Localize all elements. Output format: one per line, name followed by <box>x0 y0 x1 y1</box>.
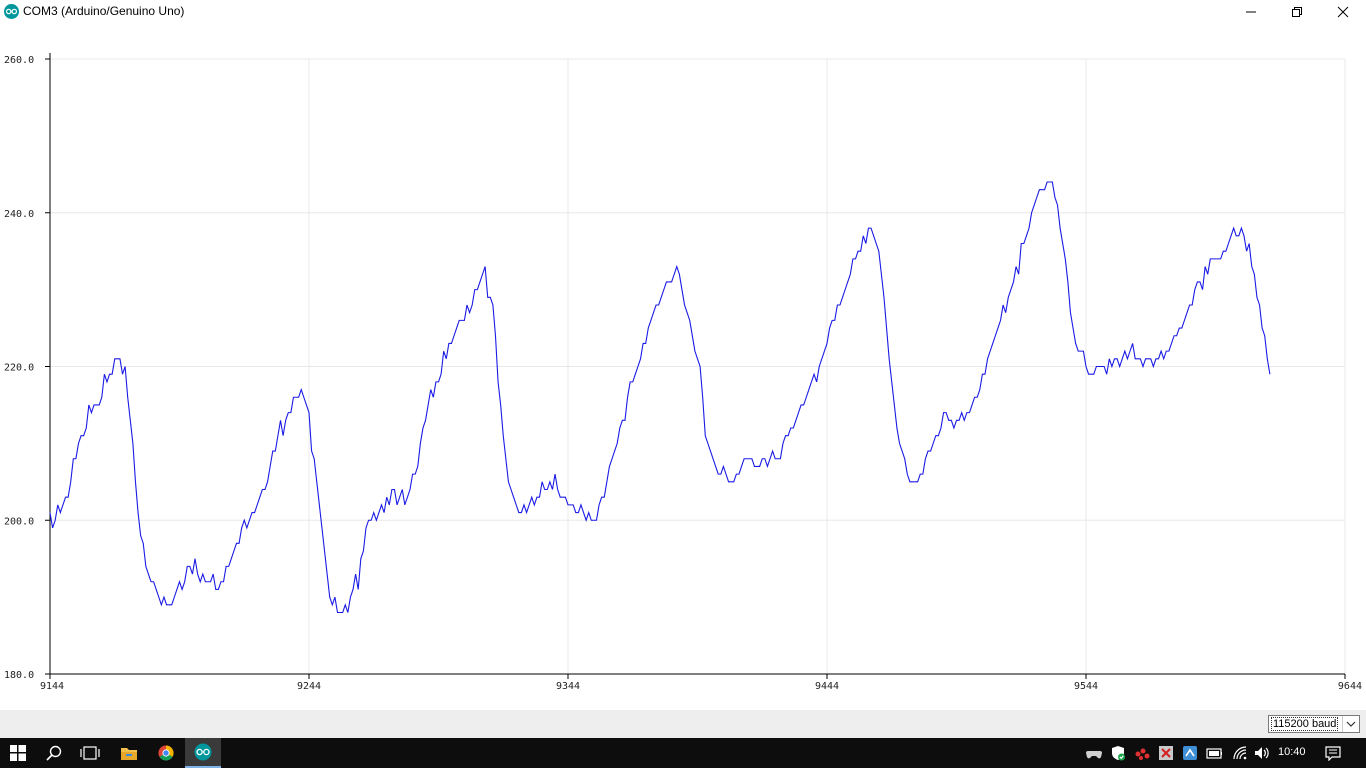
arduino-icon <box>4 4 19 19</box>
tray-app[interactable] <box>1182 745 1198 761</box>
tray-network-alert[interactable] <box>1134 745 1150 761</box>
x-tick-label: 9544 <box>1074 681 1098 692</box>
battery-icon <box>1206 748 1222 759</box>
tray-volume[interactable] <box>1254 745 1270 761</box>
x-tick-label: 9244 <box>297 681 321 692</box>
close-icon <box>1337 6 1349 18</box>
defender-icon <box>1112 746 1125 761</box>
chrome-icon <box>158 745 174 761</box>
x-tick-label: 9644 <box>1338 681 1362 692</box>
title-bar: COM3 (Arduino/Genuino Uno) <box>0 0 1366 24</box>
arduino-taskbar-icon <box>194 743 212 761</box>
taskbar-clock[interactable]: 10:40 <box>1278 746 1306 758</box>
tray-battery[interactable] <box>1206 745 1222 761</box>
baud-rate-value: 115200 baud <box>1271 717 1339 731</box>
y-tick-label: 240.0 <box>4 209 34 220</box>
start-button[interactable] <box>0 738 36 768</box>
tray-defender[interactable] <box>1110 745 1126 761</box>
tray-wifi[interactable] <box>1232 745 1248 761</box>
plot-grid <box>49 58 1346 675</box>
arduino-taskbar-button[interactable] <box>185 738 221 768</box>
y-tick-label: 220.0 <box>4 363 34 374</box>
windows-start-icon <box>10 745 26 761</box>
network-alert-icon <box>1135 748 1150 760</box>
x-tick-label: 9344 <box>556 681 580 692</box>
y-tick-label: 200.0 <box>4 516 34 527</box>
file-explorer-icon <box>121 748 137 760</box>
x-tick-label: 9444 <box>815 681 839 692</box>
x-tick-label: 9144 <box>40 681 64 692</box>
gamepad-icon <box>1086 751 1102 759</box>
task-view-button[interactable] <box>72 738 108 768</box>
plot-series-line <box>49 181 1271 614</box>
close-button[interactable] <box>1320 0 1366 24</box>
window-title: COM3 (Arduino/Genuino Uno) <box>23 4 185 18</box>
wifi-icon <box>1233 746 1247 760</box>
search-icon <box>46 745 62 761</box>
y-tick-label: 180.0 <box>4 670 34 681</box>
minimize-button[interactable] <box>1228 0 1274 24</box>
plot-axes <box>49 53 1345 675</box>
app-tray-icon <box>1183 746 1197 760</box>
tray-gamepad[interactable] <box>1086 745 1102 761</box>
taskbar: 10:40 <box>0 738 1366 768</box>
volume-icon <box>1255 747 1269 759</box>
chrome-button[interactable] <box>148 738 184 768</box>
baud-rate-select[interactable]: 115200 baud <box>1268 715 1360 733</box>
x-axis-ticks: 9144 9244 9344 9444 9544 9644 <box>40 674 1362 692</box>
minimize-icon <box>1246 11 1256 13</box>
restore-icon <box>1292 7 1302 17</box>
search-button[interactable] <box>36 738 72 768</box>
plotter-bottom-bar: 115200 baud <box>0 710 1366 738</box>
serial-plot: 180.0 200.0 220.0 240.0 260.0 9144 9244 9344 94… <box>4 53 1362 692</box>
y-axis-ticks: 180.0 200.0 220.0 240.0 260.0 <box>4 55 50 681</box>
task-view-icon <box>80 746 100 760</box>
chevron-down-icon <box>1342 716 1356 732</box>
file-explorer-button[interactable] <box>111 738 147 768</box>
error-icon <box>1159 746 1173 760</box>
restore-button[interactable] <box>1274 0 1320 24</box>
y-tick-label: 260.0 <box>4 55 34 66</box>
tray-error[interactable] <box>1158 745 1174 761</box>
action-center-icon <box>1325 746 1341 761</box>
action-center-button[interactable] <box>1325 745 1341 761</box>
